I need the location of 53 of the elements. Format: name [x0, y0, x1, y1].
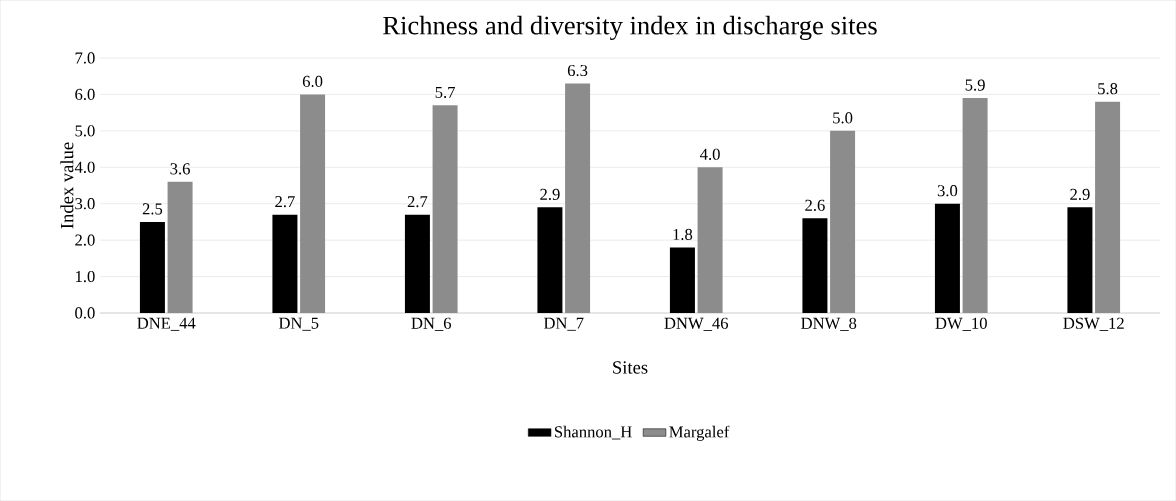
- x-tick-label: DN_5: [278, 317, 319, 331]
- data-label: 5.0: [833, 112, 853, 124]
- data-label: 3.6: [170, 163, 190, 175]
- data-label: 5.8: [1098, 83, 1118, 95]
- bar: [802, 218, 828, 313]
- data-label: 2.7: [275, 196, 295, 208]
- x-tick-label: DSW_12: [1063, 317, 1124, 331]
- y-tick-label: 3.0: [75, 198, 95, 210]
- bar: [139, 221, 165, 313]
- legend-label: Shannon_H: [554, 425, 632, 440]
- y-tick-label: 5.0: [75, 125, 95, 137]
- x-tick-label: DNE_44: [137, 317, 196, 331]
- chart-title: Richness and diversity index in discharge sites: [383, 15, 877, 41]
- x-tick-label: DNW_8: [801, 317, 857, 331]
- legend-label: Margalef: [669, 425, 730, 441]
- bar: [697, 167, 723, 313]
- bar: [167, 181, 193, 313]
- bar: [404, 214, 430, 313]
- data-label: 2.5: [142, 203, 163, 215]
- y-tick-label: 7.0: [75, 52, 95, 64]
- bar: [1095, 101, 1121, 313]
- y-axis-title: Index value: [60, 142, 74, 229]
- data-label: 3.0: [937, 185, 958, 197]
- data-label: 4.0: [700, 148, 720, 160]
- bar: [565, 83, 591, 313]
- data-label: 2.9: [540, 188, 560, 200]
- x-axis-title: Sites: [613, 361, 648, 374]
- y-tick-label: 2.0: [75, 234, 95, 246]
- y-tick-label: 1.0: [76, 270, 95, 283]
- bar: [432, 105, 458, 313]
- data-label: 5.7: [435, 86, 455, 99]
- y-tick-label: 4.0: [74, 161, 95, 173]
- y-tick-label: 0.0: [75, 307, 95, 319]
- data-label: 5.9: [965, 79, 985, 91]
- y-tick-label: 6.0: [75, 88, 95, 101]
- bar: [537, 207, 563, 313]
- bar: [669, 247, 695, 313]
- x-tick-label: DNW_46: [664, 317, 729, 331]
- bar: [272, 214, 298, 313]
- bar: [934, 203, 960, 313]
- bar: [300, 94, 326, 313]
- x-tick-label: DW_10: [935, 317, 987, 331]
- data-label: 2.6: [805, 199, 825, 211]
- bar: [962, 98, 988, 313]
- bar: [1067, 207, 1093, 313]
- data-label: 2.9: [1070, 188, 1090, 200]
- x-tick-label: DN_6: [411, 317, 452, 331]
- data-label: 6.0: [302, 75, 323, 88]
- data-label: 1.8: [673, 228, 693, 241]
- data-label: 6.3: [567, 64, 588, 77]
- data-label: 2.7: [407, 196, 428, 208]
- x-tick-label: DN_7: [543, 317, 584, 331]
- bar: [830, 130, 856, 313]
